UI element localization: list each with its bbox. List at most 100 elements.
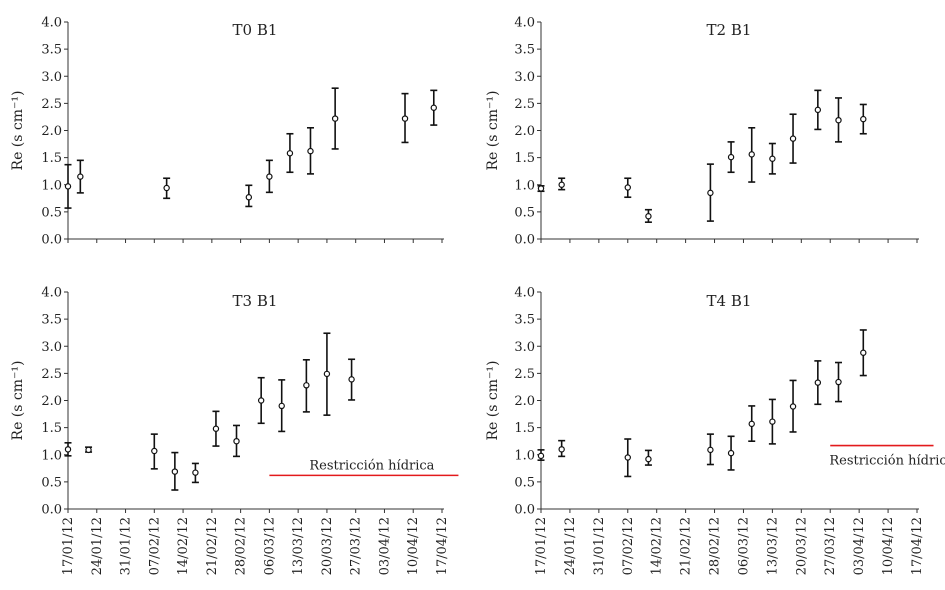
data-point — [77, 173, 84, 180]
y-tick-label: 4.0 — [514, 286, 535, 301]
x-tick-label: 31/01/12 — [592, 517, 607, 575]
data-point — [85, 446, 92, 454]
x-tick-label: 28/02/12 — [708, 517, 723, 575]
x-tick-label: 17/01/12 — [61, 517, 76, 575]
panel-title: T0 B1 — [233, 21, 278, 39]
panel-title: T4 B1 — [707, 292, 752, 310]
x-tick-label: 17/01/12 — [534, 517, 549, 575]
x-tick-label: 17/04/12 — [435, 517, 450, 575]
y-tick-label: 1.5 — [41, 421, 62, 436]
y-tick-label: 2.0 — [41, 394, 62, 409]
y-tick-label: 2.0 — [41, 124, 62, 139]
x-tick-label: 20/03/12 — [794, 517, 809, 575]
data-point — [814, 379, 822, 386]
data-point — [769, 155, 776, 162]
y-tick-label: 1.0 — [41, 178, 62, 193]
data-point — [257, 397, 265, 404]
data-point — [245, 194, 253, 201]
x-tick-label: 03/04/12 — [852, 517, 867, 575]
y-tick-label: 4.0 — [514, 16, 535, 31]
y-tick-label: 4.0 — [41, 286, 62, 301]
data-point — [624, 184, 631, 191]
y-axis-label: Re (s cm⁻¹) — [10, 361, 26, 441]
data-point — [814, 106, 822, 114]
data-point — [727, 449, 735, 457]
y-tick-label: 4.0 — [41, 16, 62, 31]
x-tick-label: 07/02/12 — [147, 517, 162, 575]
x-tick-label: 13/03/12 — [765, 517, 780, 575]
data-point — [860, 115, 867, 123]
x-tick-label: 06/03/12 — [736, 517, 751, 575]
data-point — [727, 153, 735, 161]
y-tick-label: 3.0 — [514, 70, 535, 85]
y-tick-label: 0.5 — [514, 205, 535, 220]
x-tick-label: 07/02/12 — [621, 517, 636, 575]
y-tick-label: 3.5 — [514, 43, 535, 58]
data-point — [537, 452, 545, 460]
data-point — [835, 116, 842, 124]
data-point — [286, 150, 294, 157]
x-tick-label: 14/02/12 — [176, 517, 191, 575]
data-point — [860, 349, 867, 356]
data-point — [558, 181, 565, 188]
data-point — [748, 151, 755, 158]
x-tick-label: 17/04/12 — [910, 517, 925, 575]
x-tick-label: 21/02/12 — [679, 517, 694, 575]
y-tick-label: 0.5 — [41, 475, 62, 490]
x-tick-label: 27/03/12 — [823, 517, 838, 575]
y-tick-label: 3.5 — [41, 43, 62, 58]
y-tick-label: 1.5 — [514, 151, 535, 166]
restriction-label: Restricción hídrica — [829, 454, 945, 469]
panel-title: T2 B1 — [707, 21, 752, 39]
y-axis-label: Re (s cm⁻¹) — [10, 91, 26, 171]
x-tick-label: 03/04/12 — [377, 517, 392, 575]
data-point — [151, 447, 158, 455]
data-point — [835, 378, 842, 386]
x-tick-label: 10/04/12 — [406, 517, 421, 575]
y-tick-label: 2.0 — [514, 124, 535, 139]
data-point — [64, 446, 72, 453]
data-point — [171, 468, 179, 475]
x-tick-label: 10/04/12 — [881, 517, 896, 575]
panel-t0-b1: 0.0 0.5 1.0 1.5 2.0 2.5 3.0 3.5 4.0 T0 B1 Re (s cm… — [10, 16, 444, 248]
data-point — [163, 184, 170, 192]
data-point — [558, 446, 565, 453]
data-point — [789, 403, 797, 410]
y-tick-label: 3.0 — [514, 340, 535, 355]
data-point — [278, 402, 285, 410]
data-point — [212, 425, 220, 432]
y-tick-label: 1.5 — [41, 151, 62, 166]
y-tick-label: 2.5 — [41, 97, 62, 112]
x-tick-label: 14/02/12 — [650, 517, 665, 575]
y-axis-label: Re (s cm⁻¹) — [485, 91, 501, 171]
y-tick-label: 0.0 — [514, 503, 535, 518]
y-tick-label: 3.5 — [514, 313, 535, 328]
data-point — [266, 173, 273, 180]
x-tick-label: 06/03/12 — [262, 517, 277, 575]
y-tick-label: 1.0 — [514, 178, 535, 193]
y-tick-label: 2.5 — [41, 367, 62, 382]
y-tick-label: 3.0 — [41, 70, 62, 85]
data-point — [624, 454, 631, 461]
data-point — [192, 469, 199, 476]
y-tick-label: 1.0 — [514, 448, 535, 463]
x-tick-label: 24/01/12 — [563, 517, 578, 575]
y-tick-label: 2.5 — [514, 367, 535, 382]
data-point — [645, 213, 652, 220]
x-tick-label: 21/02/12 — [205, 517, 220, 575]
x-tick-label: 31/01/12 — [119, 517, 134, 575]
y-tick-label: 2.5 — [514, 97, 535, 112]
y-tick-label: 0.5 — [41, 205, 62, 220]
data-point — [789, 135, 797, 142]
data-point — [645, 455, 652, 463]
panel-title: T3 B1 — [233, 292, 278, 310]
y-tick-label: 1.0 — [41, 448, 62, 463]
x-tick-label: 20/03/12 — [320, 517, 335, 575]
y-tick-label: 2.0 — [514, 394, 535, 409]
data-point — [64, 183, 72, 190]
y-tick-label: 3.0 — [41, 340, 62, 355]
panel-t2-b1: 0.0 0.5 1.0 1.5 2.0 2.5 3.0 3.5 4.0 T2 B1 Re (s cm… — [485, 16, 919, 248]
data-point — [323, 370, 331, 378]
restriction-label: Restricción hídrica — [309, 458, 434, 473]
